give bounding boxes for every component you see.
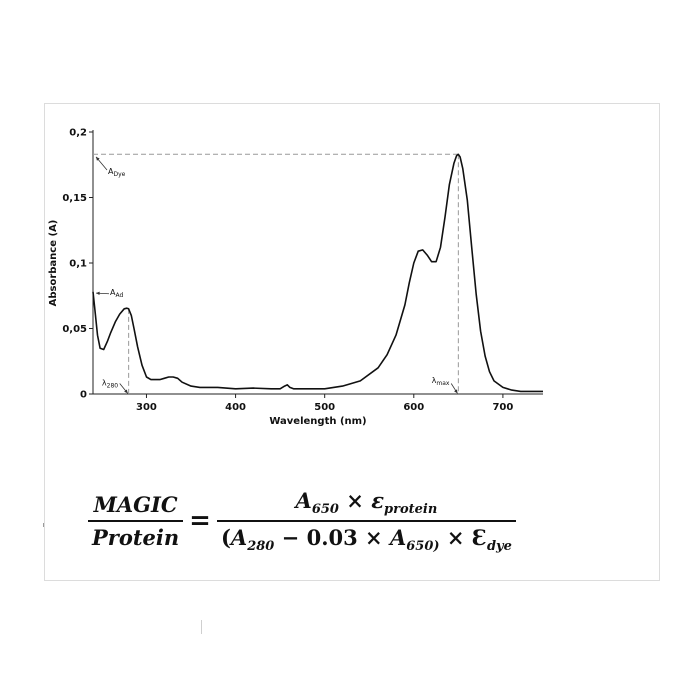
a280-symbol: A (230, 525, 248, 550)
epsilon-protein-subscript: protein (384, 502, 438, 517)
x-tick-label: 600 (403, 402, 424, 413)
formula-equals-sign: = (189, 506, 211, 536)
y-axis-label: Absorbance (A) (48, 220, 59, 307)
open-paren: ( (220, 525, 231, 550)
x-tick-label: 300 (136, 402, 157, 413)
x-tick-label: 500 (314, 402, 335, 413)
figure-frame: 0 0,05 0,1 0,15 0,2 300 400 500 600 700 Wavelength… (44, 103, 660, 581)
y-tick-label: 0 (80, 390, 87, 401)
magic-protein-ratio-formula: MAGIC Protein = A650 × εprotein (A280 − … (88, 488, 516, 554)
a-ad-arrow-head (96, 291, 100, 296)
formula-lhs-denominator: Protein (88, 520, 184, 550)
a650-symbol-2: A (389, 525, 407, 550)
stray-dot (43, 523, 44, 527)
formula-lhs-numerator: MAGIC (93, 492, 178, 517)
lambda-280-arrow-head (124, 389, 128, 394)
y-tick-label: 0,1 (69, 259, 87, 270)
a650-subscript: 650 (311, 502, 339, 517)
y-tick-label: 0,05 (62, 324, 87, 335)
epsilon-dye-subscript: dye (486, 539, 512, 554)
times-symbol: × (346, 488, 364, 513)
lambda-max-arrow-head (454, 389, 458, 394)
minus-symbol: − (281, 525, 300, 550)
formula-rhs-numerator: A650 × εprotein (292, 488, 442, 520)
x-tick-label: 400 (225, 402, 246, 413)
lambda-280-annotation: λ280 (102, 378, 118, 389)
formula-rhs-fraction: A650 × εprotein (A280 − 0.03 × A650) × Ɛ… (216, 488, 516, 554)
times-symbol-2: × (365, 525, 383, 550)
formula-rhs-denominator: (A280 − 0.03 × A650) × Ɛdye (216, 520, 516, 554)
stray-mark (201, 620, 202, 634)
a-dye-arrow-head (96, 156, 100, 161)
epsilon-protein-symbol: ε (371, 488, 384, 513)
epsilon-dye-symbol: Ɛ (471, 525, 487, 550)
a280-subscript: 280 (247, 539, 275, 554)
x-axis-label: Wavelength (nm) (269, 416, 366, 427)
formula-lhs-fraction: MAGIC Protein (88, 492, 184, 550)
absorbance-spectrum-line (92, 153, 543, 393)
a-dye-annotation: ADye (108, 167, 126, 178)
y-tick-label: 0,15 (62, 193, 87, 204)
x-tick-label: 700 (492, 402, 513, 413)
times-symbol-3: × (446, 525, 465, 550)
lambda-max-annotation: λmax (432, 376, 450, 387)
y-tick-label: 0,2 (69, 128, 87, 139)
a650-symbol: A (295, 488, 312, 513)
absorbance-chart: 0 0,05 0,1 0,15 0,2 300 400 500 600 700 Wavelength… (48, 128, 543, 427)
a650-subscript-2: 650) (406, 539, 440, 554)
correction-coefficient: 0.03 (306, 525, 358, 550)
a-ad-annotation: AAd (110, 288, 123, 299)
